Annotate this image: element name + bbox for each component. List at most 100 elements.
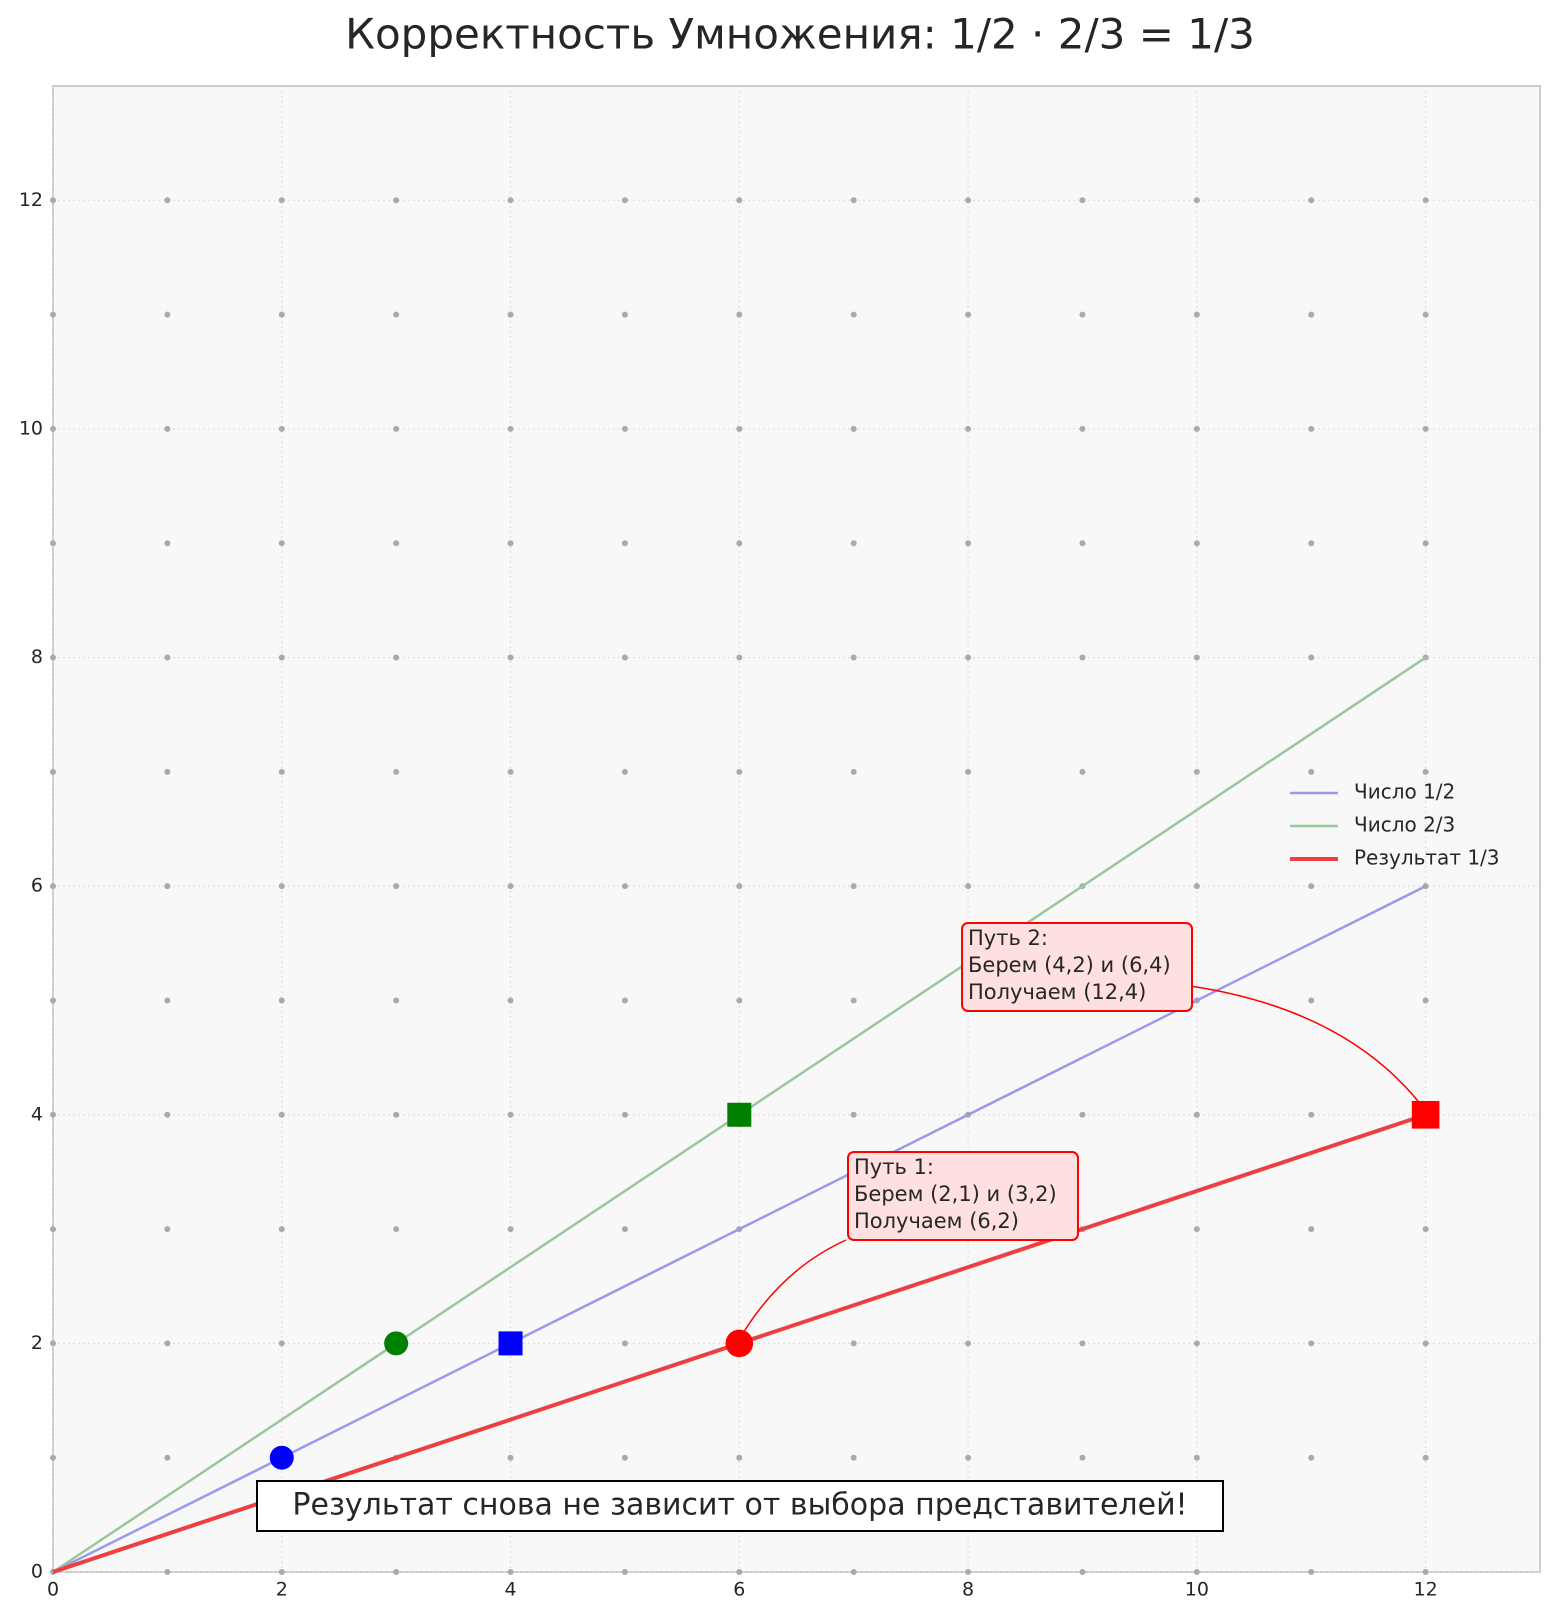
lattice-dot bbox=[1422, 1340, 1429, 1347]
lattice-dot bbox=[1308, 425, 1315, 432]
lattice-dot bbox=[850, 540, 857, 547]
lattice-dot bbox=[1079, 1569, 1086, 1575]
point-marker bbox=[498, 1331, 523, 1356]
lattice-dot bbox=[621, 1454, 628, 1461]
lattice-dot bbox=[965, 768, 972, 775]
lattice-dot bbox=[1308, 197, 1315, 204]
legend-label: Число 2/3 bbox=[1354, 813, 1455, 837]
point-marker bbox=[725, 1329, 754, 1358]
lattice-dot bbox=[621, 1226, 628, 1233]
lattice-dot bbox=[736, 311, 743, 318]
lattice-dot bbox=[736, 768, 743, 775]
lattice-dot bbox=[507, 1111, 514, 1118]
lattice-dot bbox=[393, 540, 400, 547]
lattice-dot bbox=[164, 768, 171, 775]
lattice-dot bbox=[1308, 1340, 1315, 1347]
lattice-dot bbox=[1308, 311, 1315, 318]
annotation-text: Путь 1: bbox=[854, 1155, 934, 1179]
lattice-dot bbox=[1308, 540, 1315, 547]
lattice-dot bbox=[1422, 311, 1429, 318]
x-tick-label: 10 bbox=[1185, 1579, 1209, 1601]
annotation-text: Получаем (12,4) bbox=[968, 980, 1146, 1004]
lattice-dot bbox=[736, 197, 743, 204]
lattice-dot bbox=[1079, 1340, 1086, 1347]
lattice-dot bbox=[1193, 1111, 1200, 1118]
lattice-dot bbox=[965, 1340, 972, 1347]
lattice-dot bbox=[1308, 997, 1315, 1004]
x-tick-label: 4 bbox=[504, 1579, 516, 1601]
lattice-dot bbox=[278, 1111, 285, 1118]
lattice-dot bbox=[1193, 425, 1200, 432]
annotation-text: Путь 2: bbox=[968, 926, 1048, 950]
y-tick-label: 2 bbox=[31, 1332, 43, 1354]
lattice-dot bbox=[393, 425, 400, 432]
lattice-dot bbox=[393, 768, 400, 775]
lattice-dot bbox=[621, 997, 628, 1004]
lattice-dot bbox=[50, 1226, 56, 1233]
lattice-dot bbox=[393, 1111, 400, 1118]
lattice-dot bbox=[621, 768, 628, 775]
lattice-dot bbox=[1308, 1569, 1315, 1575]
annotation-text: Берем (4,2) и (6,4) bbox=[968, 953, 1171, 977]
lattice-dot bbox=[1422, 197, 1429, 204]
y-tick-label: 0 bbox=[31, 1561, 43, 1583]
annotation-box bbox=[847, 1151, 1079, 1241]
lattice-dot bbox=[736, 997, 743, 1004]
lattice-dot bbox=[393, 311, 400, 318]
lattice-dot bbox=[965, 1454, 972, 1461]
lattice-dot bbox=[621, 654, 628, 661]
lattice-dot bbox=[50, 997, 56, 1004]
legend-label: Результат 1/3 bbox=[1354, 846, 1500, 870]
lattice-dot bbox=[164, 654, 171, 661]
lattice-dot bbox=[50, 883, 56, 890]
lattice-dot bbox=[850, 1569, 857, 1575]
x-tick-label: 6 bbox=[733, 1579, 745, 1601]
lattice-dot bbox=[1422, 540, 1429, 547]
annotation-text: Получаем (6,2) bbox=[854, 1209, 1019, 1233]
lattice-dot bbox=[393, 197, 400, 204]
point-marker bbox=[384, 1331, 409, 1356]
lattice-dot bbox=[965, 311, 972, 318]
lattice-dot bbox=[50, 1454, 56, 1461]
lattice-dot bbox=[50, 768, 56, 775]
lattice-dot bbox=[393, 1226, 400, 1233]
lattice-dot bbox=[965, 540, 972, 547]
plot-area bbox=[52, 85, 1541, 1573]
lattice-dot bbox=[164, 1111, 171, 1118]
lattice-dot bbox=[164, 540, 171, 547]
lattice-dot bbox=[736, 883, 743, 890]
lattice-dot bbox=[1079, 768, 1086, 775]
lattice-dot bbox=[621, 425, 628, 432]
lattice-dot bbox=[736, 540, 743, 547]
lattice-dot bbox=[278, 311, 285, 318]
lattice-dot bbox=[393, 997, 400, 1004]
lattice-dot bbox=[164, 1226, 171, 1233]
lattice-dot bbox=[965, 1569, 972, 1575]
lattice-dot bbox=[50, 1340, 56, 1347]
lattice-dot bbox=[164, 1569, 171, 1575]
lattice-dot bbox=[507, 425, 514, 432]
lattice-dot bbox=[1193, 1454, 1200, 1461]
lattice-dot bbox=[50, 1111, 56, 1118]
lattice-dot bbox=[1422, 1569, 1429, 1575]
lattice-dot bbox=[1079, 311, 1086, 318]
lattice-dot bbox=[1193, 1226, 1200, 1233]
lattice-dot bbox=[1422, 1226, 1429, 1233]
lattice-dot bbox=[1422, 768, 1429, 775]
lattice-dot bbox=[1079, 654, 1086, 661]
lattice-dot bbox=[278, 197, 285, 204]
lattice-dot bbox=[621, 197, 628, 204]
lattice-dot bbox=[1308, 654, 1315, 661]
lattice-dot bbox=[507, 1569, 514, 1575]
lattice-dot bbox=[1193, 540, 1200, 547]
lattice-dot bbox=[507, 997, 514, 1004]
chart-title: Корректность Умножения: 1/2 · 2/3 = 1/3 bbox=[345, 10, 1255, 59]
lattice-dot bbox=[736, 654, 743, 661]
lattice-dot bbox=[1308, 768, 1315, 775]
lattice-dot bbox=[1193, 1340, 1200, 1347]
y-tick-label: 12 bbox=[19, 189, 43, 211]
x-tick-label: 8 bbox=[962, 1579, 974, 1601]
lattice-dot bbox=[736, 1454, 743, 1461]
lattice-dot bbox=[50, 311, 56, 318]
